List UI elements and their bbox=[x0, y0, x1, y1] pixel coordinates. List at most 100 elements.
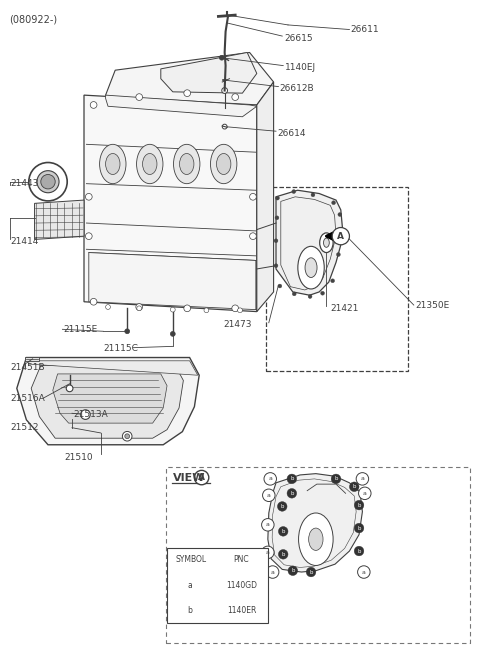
Text: 21473: 21473 bbox=[223, 320, 252, 329]
Circle shape bbox=[321, 291, 324, 295]
Circle shape bbox=[41, 174, 55, 189]
Ellipse shape bbox=[136, 144, 163, 184]
Polygon shape bbox=[29, 361, 198, 375]
FancyBboxPatch shape bbox=[166, 467, 470, 643]
Circle shape bbox=[194, 470, 209, 485]
Text: a: a bbox=[271, 569, 275, 575]
Text: 1140EJ: 1140EJ bbox=[285, 63, 316, 72]
Circle shape bbox=[122, 432, 132, 441]
Text: 1140ER: 1140ER bbox=[227, 605, 256, 615]
Text: b: b bbox=[334, 476, 338, 482]
Polygon shape bbox=[106, 52, 274, 121]
Ellipse shape bbox=[324, 238, 329, 247]
Text: VIEW: VIEW bbox=[173, 472, 205, 483]
Circle shape bbox=[125, 434, 130, 439]
Text: b: b bbox=[309, 569, 313, 575]
Text: 26612B: 26612B bbox=[280, 84, 314, 93]
Circle shape bbox=[287, 489, 297, 498]
Ellipse shape bbox=[309, 528, 323, 550]
Circle shape bbox=[292, 292, 296, 296]
Circle shape bbox=[274, 239, 278, 243]
Circle shape bbox=[264, 472, 276, 485]
Text: (080922-): (080922-) bbox=[9, 14, 57, 25]
Text: 21350E: 21350E bbox=[416, 300, 450, 310]
Text: a: a bbox=[267, 493, 271, 498]
Circle shape bbox=[263, 489, 275, 502]
Ellipse shape bbox=[216, 154, 231, 174]
Circle shape bbox=[288, 566, 298, 575]
Polygon shape bbox=[161, 52, 257, 93]
Polygon shape bbox=[89, 253, 256, 310]
Circle shape bbox=[311, 193, 315, 197]
Circle shape bbox=[358, 565, 370, 579]
Circle shape bbox=[277, 502, 287, 511]
FancyBboxPatch shape bbox=[167, 548, 268, 623]
Polygon shape bbox=[25, 357, 39, 361]
Text: b: b bbox=[357, 525, 361, 531]
Text: a: a bbox=[360, 476, 364, 482]
Circle shape bbox=[219, 55, 224, 60]
Ellipse shape bbox=[143, 154, 157, 174]
Circle shape bbox=[331, 279, 335, 283]
Circle shape bbox=[90, 102, 97, 108]
Text: 26614: 26614 bbox=[277, 129, 306, 138]
Circle shape bbox=[250, 194, 256, 200]
Text: a: a bbox=[362, 569, 366, 575]
Circle shape bbox=[338, 213, 342, 216]
Circle shape bbox=[276, 196, 279, 200]
Polygon shape bbox=[17, 358, 199, 445]
Circle shape bbox=[232, 94, 239, 100]
Text: A: A bbox=[198, 473, 205, 482]
Circle shape bbox=[292, 190, 296, 194]
Circle shape bbox=[106, 304, 110, 310]
Circle shape bbox=[266, 565, 279, 579]
Text: 21510: 21510 bbox=[65, 453, 94, 462]
Circle shape bbox=[262, 518, 274, 531]
Text: A: A bbox=[337, 232, 344, 241]
Text: 21115E: 21115E bbox=[63, 325, 97, 334]
Circle shape bbox=[275, 216, 279, 220]
Circle shape bbox=[349, 482, 359, 491]
Polygon shape bbox=[257, 82, 274, 312]
Text: a: a bbox=[266, 550, 270, 555]
Text: 21115C: 21115C bbox=[103, 344, 138, 354]
Circle shape bbox=[85, 233, 92, 239]
Circle shape bbox=[354, 523, 364, 533]
Circle shape bbox=[66, 385, 73, 392]
Polygon shape bbox=[84, 95, 257, 312]
Circle shape bbox=[308, 295, 312, 298]
Text: 21513A: 21513A bbox=[73, 410, 108, 419]
Circle shape bbox=[81, 410, 90, 419]
Circle shape bbox=[356, 472, 369, 485]
Ellipse shape bbox=[180, 154, 194, 174]
Text: 21516A: 21516A bbox=[11, 394, 45, 403]
Text: 26615: 26615 bbox=[284, 33, 313, 43]
Circle shape bbox=[170, 331, 175, 337]
Text: a: a bbox=[266, 522, 270, 527]
Ellipse shape bbox=[298, 247, 324, 289]
Circle shape bbox=[184, 604, 196, 616]
Text: b: b bbox=[281, 529, 285, 534]
Circle shape bbox=[137, 306, 142, 311]
Circle shape bbox=[29, 163, 67, 201]
Polygon shape bbox=[35, 200, 84, 239]
Circle shape bbox=[278, 527, 288, 536]
Circle shape bbox=[184, 580, 196, 592]
Text: b: b bbox=[357, 548, 361, 554]
Text: b: b bbox=[352, 484, 356, 489]
Polygon shape bbox=[276, 190, 343, 295]
Text: b: b bbox=[280, 504, 284, 509]
Text: 21512: 21512 bbox=[11, 423, 39, 432]
Circle shape bbox=[136, 304, 143, 310]
Text: b: b bbox=[290, 491, 294, 496]
Circle shape bbox=[354, 546, 364, 556]
Polygon shape bbox=[106, 95, 257, 117]
Circle shape bbox=[222, 88, 228, 93]
Text: 21414: 21414 bbox=[11, 237, 39, 246]
Circle shape bbox=[85, 194, 92, 200]
Circle shape bbox=[232, 305, 239, 312]
Circle shape bbox=[336, 253, 340, 256]
Circle shape bbox=[170, 307, 175, 312]
Circle shape bbox=[332, 201, 336, 205]
Circle shape bbox=[184, 305, 191, 312]
